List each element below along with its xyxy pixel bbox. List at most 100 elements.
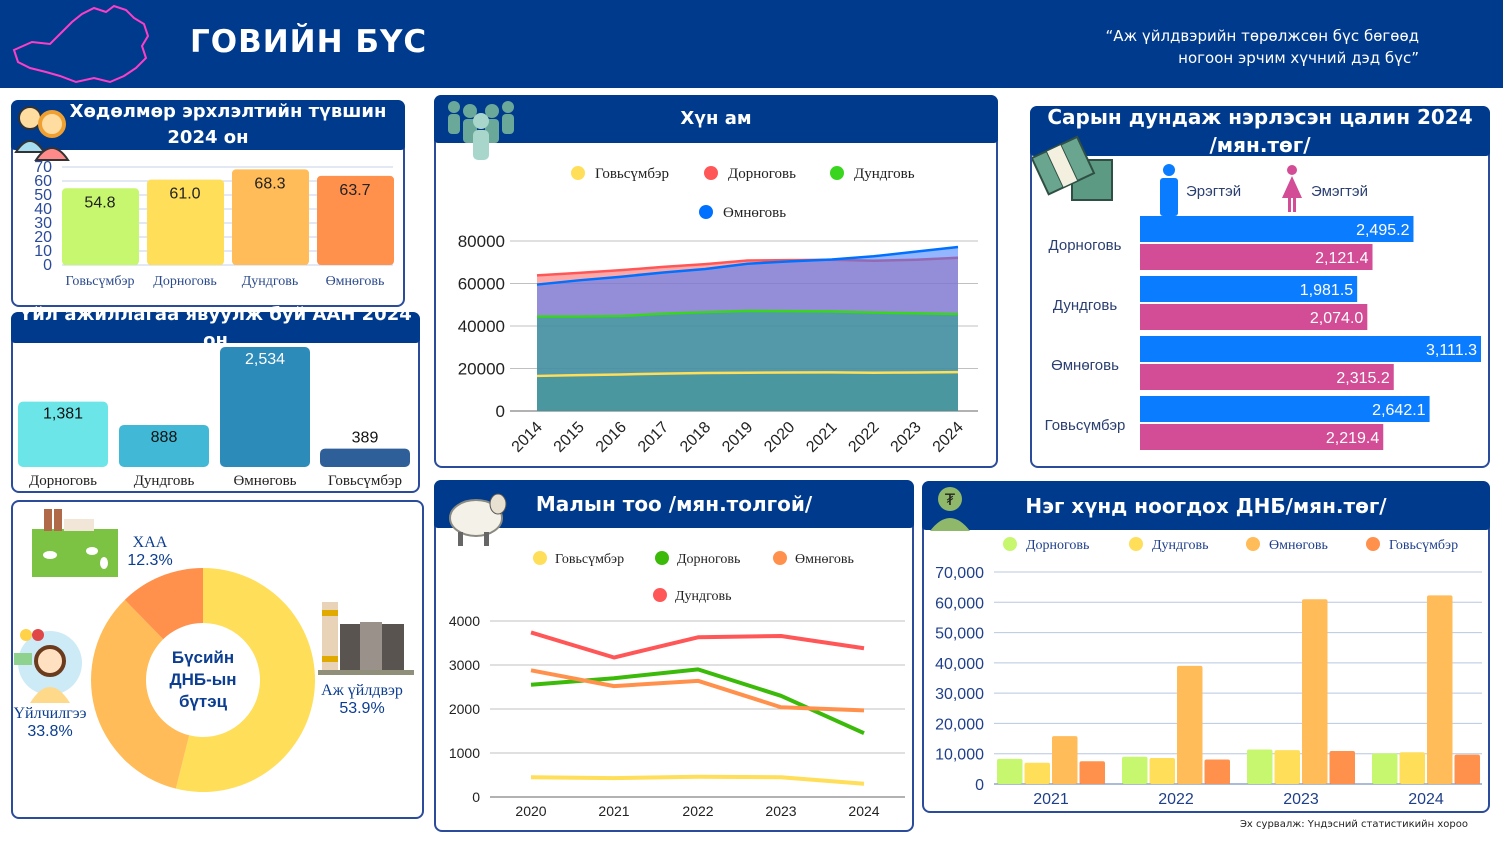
bar-value-label: 61.0 [169,186,200,203]
donut-center-label: бүтэц [179,692,228,711]
y-category-label: Говьсүмбэр [1045,417,1126,434]
y-tick-label: 50 [34,187,52,204]
x-category-label: 2021 [1033,791,1069,808]
x-tick-label: 2017 [635,419,672,456]
x-category-label: Дундговь [242,274,299,289]
legend-marker [533,551,547,565]
bar-2021-Говьсүмбэр [1079,761,1105,784]
x-tick-label: 2018 [677,419,714,456]
x-tick-label: 2023 [765,803,796,819]
y-tick-label: 0 [496,402,505,421]
donut-center-label: ДНБ-ын [169,670,236,689]
x-tick-label: 2020 [761,419,798,456]
line-Дундговь [530,630,865,660]
bar-Дундговь [119,424,209,467]
legend-marker [704,166,718,180]
y-tick-label: 40,000 [935,656,984,673]
employment-title-line-2: 2024 он [167,127,249,148]
y-tick-label: 80000 [458,232,505,251]
bar-2021-Өмнөговь [1052,736,1078,784]
y-tick-label: 70,000 [935,565,984,582]
wage-panel-title: Сарын дундаж нэрлэсэн цалин 2024 /мян.тө… [1030,105,1490,157]
y-category-label: Өмнөговь [1051,357,1119,374]
page-title: ГОВИЙН БҮС [190,24,428,60]
x-category-label: Өмнөговь [326,274,385,289]
slice-category-label: ХАА [133,534,168,551]
y-tick-label: 70 [34,159,52,176]
service-worker-icon [14,629,82,703]
employment-title-line-1: Хөдөлмөр эрхлэлтийн түвшин [69,101,387,122]
slice-category-label: Аж үйлдвэр [321,682,403,699]
bar-value-label: 2,074.0 [1310,310,1363,327]
x-category-label: Өмнөговь [233,473,296,489]
x-category-label: Дорноговь [29,473,97,489]
bar-Өмнөговь-Эрэгтэй [1140,336,1481,362]
quote-line-2: ногоон эрчим хүчний дэд бүс” [1178,49,1419,67]
legend-label: Говьсүмбэр [1389,538,1458,553]
bar-2024-Дорноговь [1372,753,1398,784]
bar-value-label: 2,315.2 [1336,370,1389,387]
x-tick-label: 2020 [515,803,546,819]
workers-icon [14,106,70,161]
legend-label: Өмнөговь [723,205,786,221]
bar-2024-Говьсүмбэр [1454,754,1480,784]
bar-value-label: 2,495.2 [1356,222,1409,239]
y-tick-label: 20,000 [935,716,984,733]
y-tick-label: 60,000 [935,595,984,612]
y-tick-label: 20 [34,229,52,246]
bar-value-label: 54.8 [84,194,115,211]
y-tick-label: 3000 [449,657,480,673]
bar-Говьсүмбэр [320,448,410,467]
bar-2024-Өмнөговь [1427,595,1453,784]
area-Говьсүмбэр [537,372,958,411]
bar-2023-Өмнөговь [1302,599,1328,784]
x-tick-label: 2019 [719,419,756,456]
bar-value-label: 3,111.3 [1426,342,1477,359]
legend-marker [1129,537,1143,551]
legend-label: Дундговь [1152,538,1209,553]
bar-Өмнөговь-Эмэгтэй [1140,364,1394,390]
wage-title-line-2: /мян.төг/ [1209,133,1311,157]
bar-2022-Дундговь [1149,757,1175,784]
employment-panel-title: Хөдөлмөр эрхлэлтийн түвшин 2024 он [11,100,405,150]
y-category-label: Дундговь [1053,297,1117,314]
legend-label: Эмэгтэй [1311,183,1368,200]
legend-marker [699,205,713,219]
bar-2021-Дорноговь [997,758,1023,784]
donut-slice-ХАА [124,568,203,640]
x-category-label: Говьсүмбэр [65,274,134,289]
female-figure-icon [1287,165,1297,175]
line-Говьсүмбэр [536,370,959,378]
bar-value-label: 1,981.5 [1300,282,1353,299]
legend-marker [571,166,585,180]
x-tick-label: 2014 [509,419,546,456]
slice-value-label: 33.8% [27,723,72,740]
x-tick-label: 2015 [551,419,588,456]
female-figure-icon [1282,176,1302,212]
y-tick-label: 40000 [458,317,505,336]
bar-Дундговь [232,169,309,265]
y-tick-label: 0 [975,777,984,794]
line-Дундговь [537,309,959,318]
legend-label: Говьсүмбэр [595,166,669,182]
legend-label: Дундговь [675,589,732,604]
bar-2022-Дорноговь [1122,756,1148,784]
livestock-panel [434,480,914,832]
bar-2021-Дундговь [1024,762,1050,784]
bar-Дорноговь-Эрэгтэй [1140,216,1414,242]
y-tick-label: 10,000 [935,747,984,764]
money-stack-icon [1032,135,1113,201]
bar-2022-Говьсүмбэр [1204,759,1230,784]
bar-value-label: 63.7 [339,182,370,199]
bar-value-label: 2,534 [245,351,285,368]
factory-icon [318,602,414,675]
bar-value-label: 389 [352,430,379,447]
y-tick-label: 30 [34,215,52,232]
legend-label: Эрэгтэй [1186,183,1241,200]
y-tick-label: 0 [43,257,52,274]
y-tick-label: 1000 [449,745,480,761]
bar-Дорноговь [18,401,108,467]
line-Өмнөговь [530,668,865,713]
x-tick-label: 2021 [598,803,629,819]
